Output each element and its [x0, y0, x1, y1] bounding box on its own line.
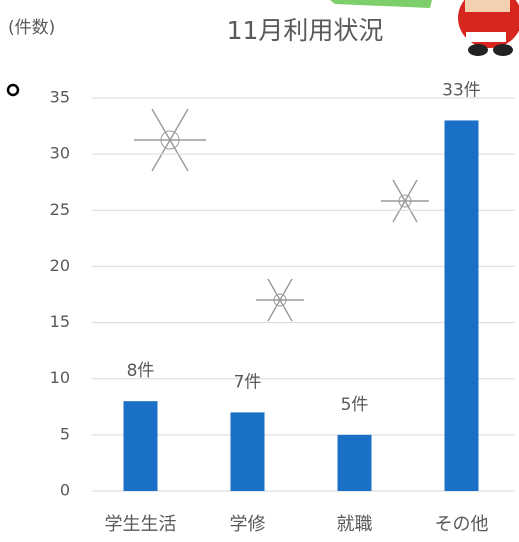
value-label: 8件: [127, 361, 155, 381]
santa-decoration: [458, 0, 519, 56]
y-tick-label: 20: [50, 256, 70, 275]
value-label: 7件: [234, 372, 262, 392]
y-tick-label: 25: [50, 200, 70, 219]
bar: [337, 434, 372, 491]
value-label: 5件: [341, 395, 369, 415]
y-tick-label: 15: [50, 312, 70, 331]
y-axis-label: (件数): [8, 18, 55, 38]
y-tick-label: 10: [50, 368, 70, 387]
chart-title: 11月利用状況: [227, 16, 384, 45]
snowflake: [134, 108, 206, 172]
bar: [444, 120, 479, 491]
y-tick-label: 0: [60, 481, 70, 500]
x-tick-label: 学修: [230, 514, 266, 535]
bullet: [6, 83, 20, 97]
bar: [123, 401, 158, 491]
decoration-ribbon: [330, 0, 432, 8]
y-tick-label: 35: [50, 88, 70, 107]
x-tick-label: 就職: [337, 514, 373, 535]
x-tick-label: その他: [435, 514, 489, 535]
snowflake: [381, 179, 429, 223]
y-tick-label: 5: [60, 424, 70, 443]
value-label: 33件: [442, 80, 481, 100]
snowflake: [256, 278, 304, 322]
y-tick-label: 30: [50, 144, 70, 163]
bar: [230, 412, 265, 491]
x-tick-label: 学生生活: [105, 514, 177, 535]
